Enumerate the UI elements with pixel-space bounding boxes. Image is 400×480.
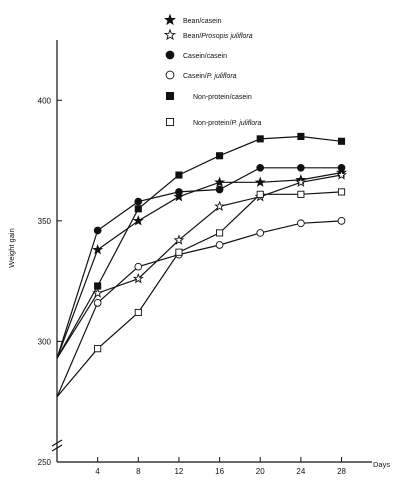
data-point xyxy=(173,191,185,202)
legend: Bean/casein Bean/Prosopis juliflora Casein… xyxy=(163,13,261,127)
legend-marker xyxy=(165,50,175,60)
data-point xyxy=(92,244,104,255)
data-point xyxy=(175,188,183,196)
legend-label: Bean/Prosopis juliflora xyxy=(183,33,253,40)
data-point xyxy=(92,287,104,298)
x-tick-label: 24 xyxy=(296,467,305,476)
x-tick-label: 4 xyxy=(95,467,100,476)
legend-label: Non-protein/P. juliflora xyxy=(193,120,261,127)
data-point xyxy=(216,229,224,237)
series-line-2 xyxy=(56,174,342,359)
data-point xyxy=(295,176,307,187)
data-point xyxy=(297,163,305,172)
x-tick-label: 8 xyxy=(136,467,141,476)
data-point xyxy=(256,229,265,237)
series-line-1 xyxy=(56,172,342,359)
data-point xyxy=(93,298,102,307)
data-point xyxy=(134,262,143,271)
data-point xyxy=(214,200,225,211)
data-point xyxy=(134,205,142,213)
x-tick-label: 28 xyxy=(337,467,346,476)
data-point xyxy=(93,226,102,235)
data-point xyxy=(175,171,183,179)
x-axis-title: Days xyxy=(373,460,390,469)
axis-break-mark xyxy=(51,439,63,452)
series-line-4 xyxy=(56,220,342,398)
data-point xyxy=(337,188,346,196)
data-point xyxy=(175,248,183,256)
legend-marker xyxy=(163,28,177,41)
data-point xyxy=(297,132,305,141)
ticks: 250 300 350 400 4 8 12 16 20 24 28 xyxy=(38,96,347,476)
y-tick-label: 250 xyxy=(38,458,52,467)
data-point xyxy=(256,190,264,198)
data-point xyxy=(297,219,305,228)
legend-label: Casein/P. juliflora xyxy=(183,73,237,80)
data-point xyxy=(337,137,346,145)
legend-marker xyxy=(165,70,175,80)
legend-marker xyxy=(165,91,175,101)
data-point xyxy=(297,190,305,198)
data-point xyxy=(214,176,225,187)
series-markers xyxy=(92,132,347,353)
data-point xyxy=(94,345,102,353)
series-line-3 xyxy=(56,167,342,359)
data-point xyxy=(216,152,224,160)
legend-label: Bean/casein xyxy=(183,18,222,25)
data-point xyxy=(337,217,346,225)
y-tick-label: 400 xyxy=(38,96,52,105)
data-point xyxy=(132,215,144,226)
series-lines xyxy=(56,135,342,398)
data-point xyxy=(215,185,224,194)
legend-marker xyxy=(165,117,175,127)
data-point xyxy=(337,163,346,172)
data-point xyxy=(256,135,264,143)
data-point xyxy=(215,241,224,249)
x-tick-label: 12 xyxy=(174,467,183,476)
data-point xyxy=(336,169,347,180)
data-point xyxy=(256,163,265,172)
legend-label: Non-protein/casein xyxy=(193,94,252,101)
series-line-5 xyxy=(56,135,342,359)
data-point xyxy=(132,273,144,284)
x-tick-label: 16 xyxy=(215,467,224,476)
legend-marker xyxy=(163,13,177,26)
data-point xyxy=(254,176,266,187)
axes: Weight gain Days xyxy=(7,40,390,469)
x-tick-label: 20 xyxy=(256,467,265,476)
data-point xyxy=(134,308,142,317)
y-tick-label: 350 xyxy=(38,217,52,226)
data-point xyxy=(94,282,102,290)
data-point xyxy=(173,234,185,245)
y-tick-label: 300 xyxy=(38,337,52,346)
legend-label: Casein/casein xyxy=(183,53,227,60)
y-axis-title: Weight gain xyxy=(7,228,16,267)
data-point xyxy=(134,197,143,206)
series-line-6 xyxy=(56,191,342,398)
